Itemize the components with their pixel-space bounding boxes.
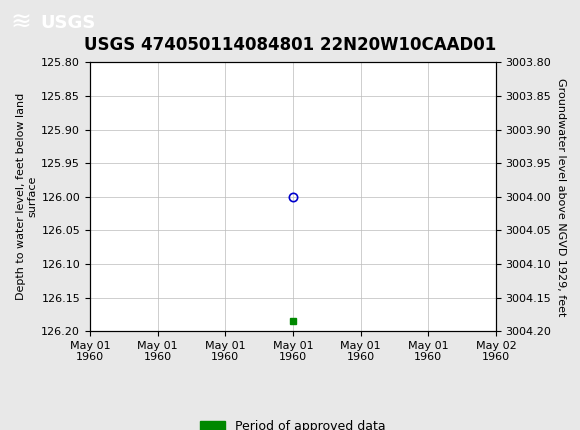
Text: USGS: USGS xyxy=(41,14,96,32)
Legend: Period of approved data: Period of approved data xyxy=(195,415,391,430)
Y-axis label: Depth to water level, feet below land
surface: Depth to water level, feet below land su… xyxy=(16,93,37,300)
Text: ≋: ≋ xyxy=(10,11,31,35)
Y-axis label: Groundwater level above NGVD 1929, feet: Groundwater level above NGVD 1929, feet xyxy=(556,77,566,316)
Text: USGS 474050114084801 22N20W10CAAD01: USGS 474050114084801 22N20W10CAAD01 xyxy=(84,36,496,54)
